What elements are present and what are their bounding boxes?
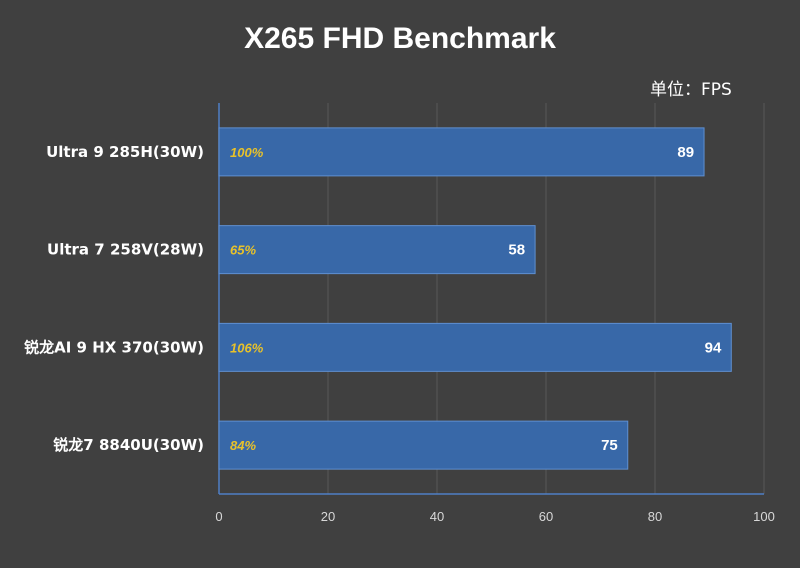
bar	[218, 127, 705, 177]
x-tick-label: 0	[215, 509, 222, 524]
category-label: Ultra 7 258V(28W)	[47, 241, 204, 259]
x-tick-label: 80	[648, 509, 662, 524]
bar	[218, 420, 629, 470]
bar	[218, 225, 536, 275]
bar	[218, 322, 732, 372]
x-tick-label: 40	[430, 509, 444, 524]
percent-label: 106%	[230, 340, 264, 355]
category-label: 锐龙AI 9 HX 370(30W)	[24, 338, 204, 356]
bars	[218, 127, 732, 470]
chart-title: X265 FHD Benchmark	[244, 22, 556, 55]
x-tick-label: 60	[539, 509, 553, 524]
percent-label: 65%	[230, 243, 256, 258]
category-label: Ultra 9 285H(30W)	[46, 143, 204, 161]
value-label: 75	[601, 437, 618, 454]
category-label: 锐龙7 8840U(30W)	[53, 436, 204, 454]
unit-label: 单位：FPS	[650, 80, 732, 100]
x-tick-label: 20	[321, 509, 335, 524]
x-tick-label: 100	[753, 509, 775, 524]
value-label: 58	[508, 242, 525, 259]
labels: 0 20 40 60 80 100 Ultra 9 285H(30W) 89 100% Ultra…	[24, 143, 775, 524]
percent-label: 100%	[230, 145, 264, 160]
percent-label: 84%	[230, 438, 256, 453]
value-label: 89	[677, 144, 694, 161]
value-label: 94	[705, 339, 722, 356]
